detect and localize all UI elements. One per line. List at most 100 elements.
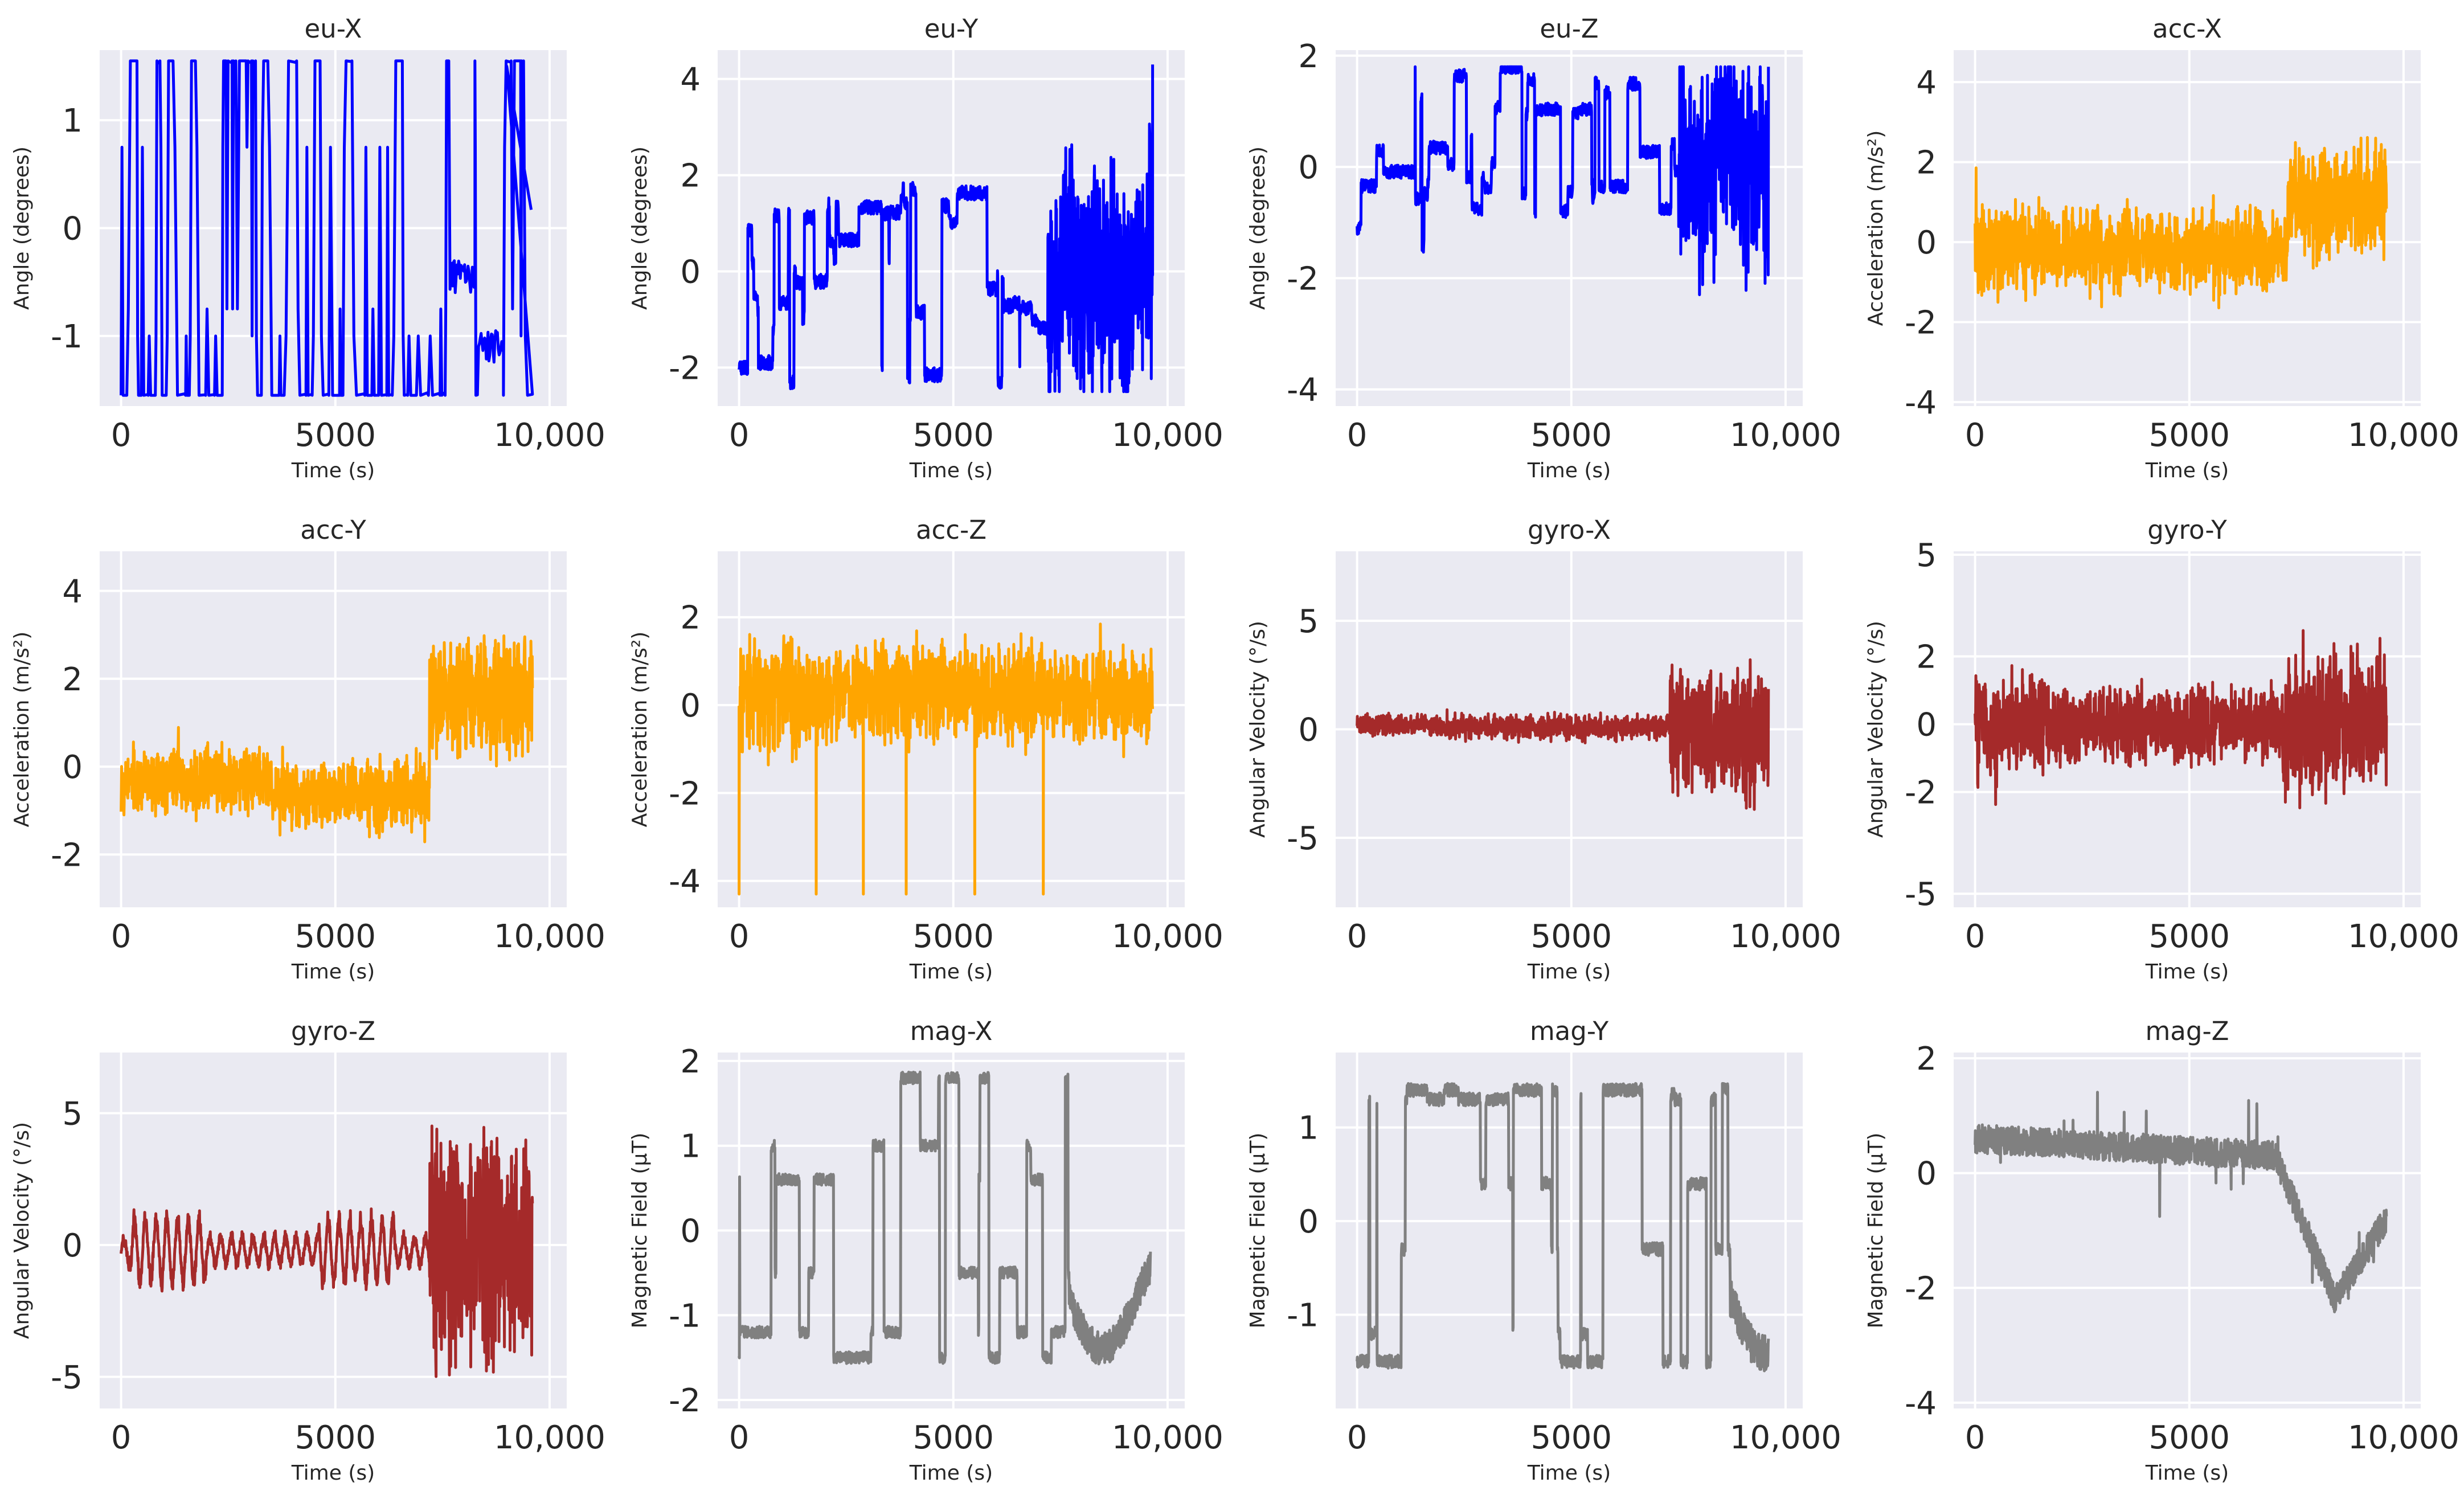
panel-title: mag-Z bbox=[2145, 1016, 2229, 1046]
x-tick-label: 10,000 bbox=[1730, 918, 1841, 955]
x-axis-label: Time (s) bbox=[2145, 459, 2229, 482]
y-tick-label: -2 bbox=[669, 775, 701, 812]
panel-title: acc-Y bbox=[300, 515, 366, 545]
panel-acc-z: 0 5000 10,000 -4 -2 0 2 acc-Z Time (s) Accelerati… bbox=[628, 515, 1223, 984]
panel-title: acc-Z bbox=[916, 515, 987, 545]
series-line-mag-x bbox=[738, 1070, 1152, 1366]
x-tick-label: 0 bbox=[111, 918, 132, 955]
y-tick-label: -2 bbox=[669, 350, 701, 387]
panel-acc-x: 0 5000 10,000 -4 -2 0 2 4 acc-X Time (s) Accelerat… bbox=[1864, 14, 2459, 482]
y-tick-label: 5 bbox=[62, 1095, 83, 1132]
x-axis-label: Time (s) bbox=[291, 960, 375, 984]
y-tick-label: 0 bbox=[1916, 707, 1937, 744]
y-tick-label: -1 bbox=[669, 1297, 701, 1334]
y-tick-label: -2 bbox=[1905, 775, 1937, 812]
y-tick-label: -4 bbox=[669, 863, 701, 900]
x-tick-label: 10,000 bbox=[1730, 1419, 1841, 1456]
y-tick-label: -2 bbox=[1905, 305, 1937, 342]
x-axis-label: Time (s) bbox=[909, 1461, 993, 1485]
y-axis-label: Angle (degrees) bbox=[10, 146, 34, 310]
y-axis-label: Angular Velocity (°/s) bbox=[1246, 621, 1270, 838]
y-axis-label: Acceleration (m/s²) bbox=[1864, 130, 1888, 326]
x-tick-label: 5000 bbox=[2149, 918, 2230, 955]
panel-eu-y: 0 5000 10,000 -2 0 2 4 eu-Y Time (s) Angle (degre… bbox=[628, 14, 1223, 482]
series-line-eu-z bbox=[1356, 65, 1770, 296]
panel-eu-x: 0 5000 10,000 -1 0 1 eu-X Time (s) Angle (degree… bbox=[10, 14, 605, 482]
x-tick-label: 0 bbox=[111, 417, 132, 454]
y-tick-label: 4 bbox=[680, 62, 701, 99]
x-tick-label: 10,000 bbox=[1112, 1419, 1223, 1456]
y-tick-label: 0 bbox=[1298, 1203, 1319, 1240]
y-tick-label: 0 bbox=[62, 1227, 83, 1264]
series-line-acc-x bbox=[1974, 136, 2388, 310]
y-tick-label: 0 bbox=[62, 211, 83, 248]
series-line-acc-y bbox=[120, 634, 534, 843]
panel-acc-y: 0 5000 10,000 -2 0 2 4 acc-Y Time (s) Acceleratio… bbox=[10, 515, 605, 984]
y-axis-label: Magnetic Field (µT) bbox=[628, 1133, 652, 1329]
x-tick-label: 5000 bbox=[1531, 1419, 1612, 1456]
y-tick-label: 0 bbox=[62, 749, 83, 786]
y-axis-label: Angle (degrees) bbox=[628, 146, 652, 310]
y-tick-label: -5 bbox=[1287, 820, 1319, 857]
panel-gyro-y: 0 5000 10,000 -5 -2 0 2 5 gyro-Y Time (s) Angular … bbox=[1864, 515, 2459, 984]
x-tick-label: 10,000 bbox=[1112, 417, 1223, 454]
series-line-gyro-x bbox=[1356, 658, 1770, 811]
x-tick-label: 5000 bbox=[913, 417, 994, 454]
y-tick-label: 1 bbox=[1298, 1110, 1319, 1147]
panel-title: acc-X bbox=[2152, 14, 2222, 44]
y-tick-label: 0 bbox=[680, 1213, 701, 1250]
x-tick-label: 10,000 bbox=[494, 417, 605, 454]
x-tick-label: 0 bbox=[1965, 918, 1986, 955]
x-tick-label: 10,000 bbox=[2348, 1419, 2459, 1456]
y-tick-label: -2 bbox=[669, 1382, 701, 1419]
panel-mag-x: 0 5000 10,000 -2 -1 0 1 2 mag-X Time (s) Magnetic … bbox=[628, 1016, 1223, 1485]
x-tick-label: 5000 bbox=[1531, 417, 1612, 454]
series-line-gyro-z bbox=[120, 1124, 534, 1378]
panel-gyro-x: 0 5000 10,000 -5 0 5 gyro-X Time (s) Angular Vel… bbox=[1246, 515, 1841, 984]
series-line-mag-z bbox=[1974, 1091, 2388, 1313]
x-axis-label: Time (s) bbox=[2145, 960, 2229, 984]
y-tick-label: 1 bbox=[680, 1128, 701, 1165]
y-tick-label: 5 bbox=[1916, 537, 1937, 574]
plot-area bbox=[1954, 1053, 2421, 1408]
y-tick-label: 0 bbox=[1298, 712, 1319, 749]
y-tick-label: 2 bbox=[1916, 145, 1937, 182]
panel-gyro-z: 0 5000 10,000 -5 0 5 gyro-Z Time (s) Angular Vel… bbox=[10, 1016, 605, 1485]
panel-title: eu-Y bbox=[924, 14, 979, 44]
y-tick-label: 0 bbox=[1916, 1156, 1937, 1193]
y-tick-label: 2 bbox=[680, 600, 701, 637]
x-tick-label: 0 bbox=[729, 918, 750, 955]
x-tick-label: 0 bbox=[1347, 1419, 1368, 1456]
x-tick-label: 10,000 bbox=[2348, 918, 2459, 955]
y-tick-label: -5 bbox=[1905, 876, 1937, 913]
y-tick-label: 0 bbox=[1298, 149, 1319, 186]
y-tick-label: 2 bbox=[680, 158, 701, 195]
y-tick-label: 5 bbox=[1298, 603, 1319, 640]
series-line-acc-z bbox=[738, 623, 1155, 896]
panel-mag-z: 0 5000 10,000 -4 -2 0 2 mag-Z Time (s) Magnetic F… bbox=[1864, 1016, 2459, 1485]
y-axis-label: Angular Velocity (°/s) bbox=[10, 1122, 34, 1339]
x-axis-label: Time (s) bbox=[909, 459, 993, 482]
x-tick-label: 0 bbox=[1347, 417, 1368, 454]
x-tick-label: 5000 bbox=[913, 918, 994, 955]
series-line-mag-y bbox=[1356, 1082, 1770, 1373]
x-tick-label: 0 bbox=[1347, 918, 1368, 955]
panel-title: gyro-Z bbox=[291, 1016, 375, 1046]
y-tick-label: 0 bbox=[680, 254, 701, 291]
y-tick-label: 0 bbox=[680, 687, 701, 724]
x-tick-label: 5000 bbox=[913, 1419, 994, 1456]
x-tick-label: 10,000 bbox=[494, 918, 605, 955]
y-tick-label: 2 bbox=[1298, 38, 1319, 75]
y-tick-label: 2 bbox=[62, 661, 83, 698]
y-tick-label: -2 bbox=[1287, 260, 1319, 297]
y-tick-label: -5 bbox=[51, 1359, 83, 1396]
panel-title: eu-Z bbox=[1540, 14, 1598, 44]
x-tick-label: 10,000 bbox=[1112, 918, 1223, 955]
x-tick-label: 5000 bbox=[295, 1419, 376, 1456]
series-line-eu-y bbox=[738, 64, 1155, 394]
x-tick-label: 0 bbox=[1965, 417, 1986, 454]
y-tick-label: 4 bbox=[1916, 64, 1937, 101]
y-tick-label: -1 bbox=[51, 318, 83, 355]
y-tick-label: -4 bbox=[1905, 384, 1937, 421]
